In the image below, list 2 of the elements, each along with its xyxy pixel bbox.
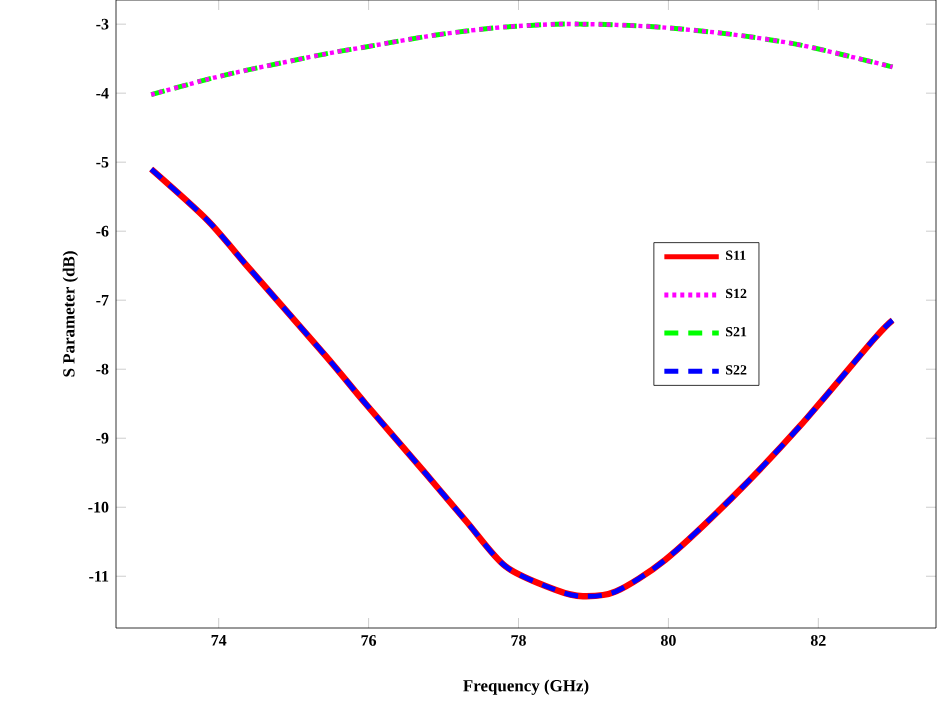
y-axis-title: S Parameter (dB) <box>62 251 79 377</box>
x-axis-title: Frequency (GHz) <box>463 679 589 695</box>
